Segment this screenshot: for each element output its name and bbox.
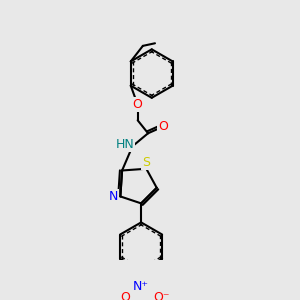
Text: O⁻: O⁻ bbox=[153, 291, 169, 300]
Text: N⁺: N⁺ bbox=[133, 280, 149, 293]
Text: HN: HN bbox=[115, 138, 134, 151]
Text: O: O bbox=[159, 120, 169, 133]
Text: S: S bbox=[142, 156, 150, 169]
Text: O: O bbox=[121, 291, 130, 300]
Text: N: N bbox=[109, 190, 118, 203]
Text: O: O bbox=[133, 98, 142, 111]
